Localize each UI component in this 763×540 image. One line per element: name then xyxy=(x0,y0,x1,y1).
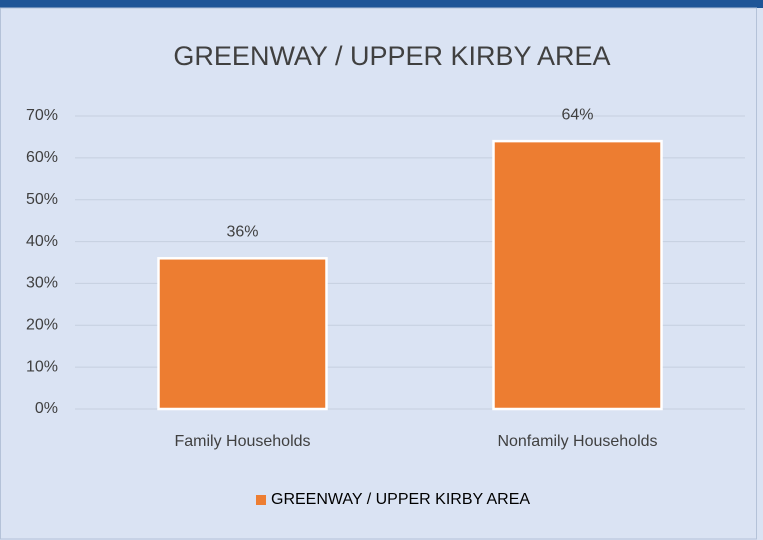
legend-swatch xyxy=(256,495,266,505)
data-label: 36% xyxy=(226,224,258,241)
frame xyxy=(0,7,757,540)
y-tick-label: 70% xyxy=(26,107,58,124)
y-tick-label: 10% xyxy=(26,358,58,375)
bar xyxy=(157,257,328,411)
x-tick-label: Nonfamily Households xyxy=(497,433,657,450)
y-tick-label: 20% xyxy=(26,317,58,334)
y-tick-label: 0% xyxy=(35,400,58,417)
x-tick-label: Family Households xyxy=(174,433,310,450)
legend-label: GREENWAY / UPPER KIRBY AREA xyxy=(271,491,530,508)
bar xyxy=(492,139,663,411)
y-tick-label: 40% xyxy=(26,233,58,250)
y-tick-label: 60% xyxy=(26,149,58,166)
y-tick-label: 30% xyxy=(26,275,58,292)
data-label: 64% xyxy=(561,106,593,123)
y-tick-label: 50% xyxy=(26,191,58,208)
chart-title: GREENWAY / UPPER KIRBY AREA xyxy=(173,41,610,71)
top-band xyxy=(0,0,763,8)
